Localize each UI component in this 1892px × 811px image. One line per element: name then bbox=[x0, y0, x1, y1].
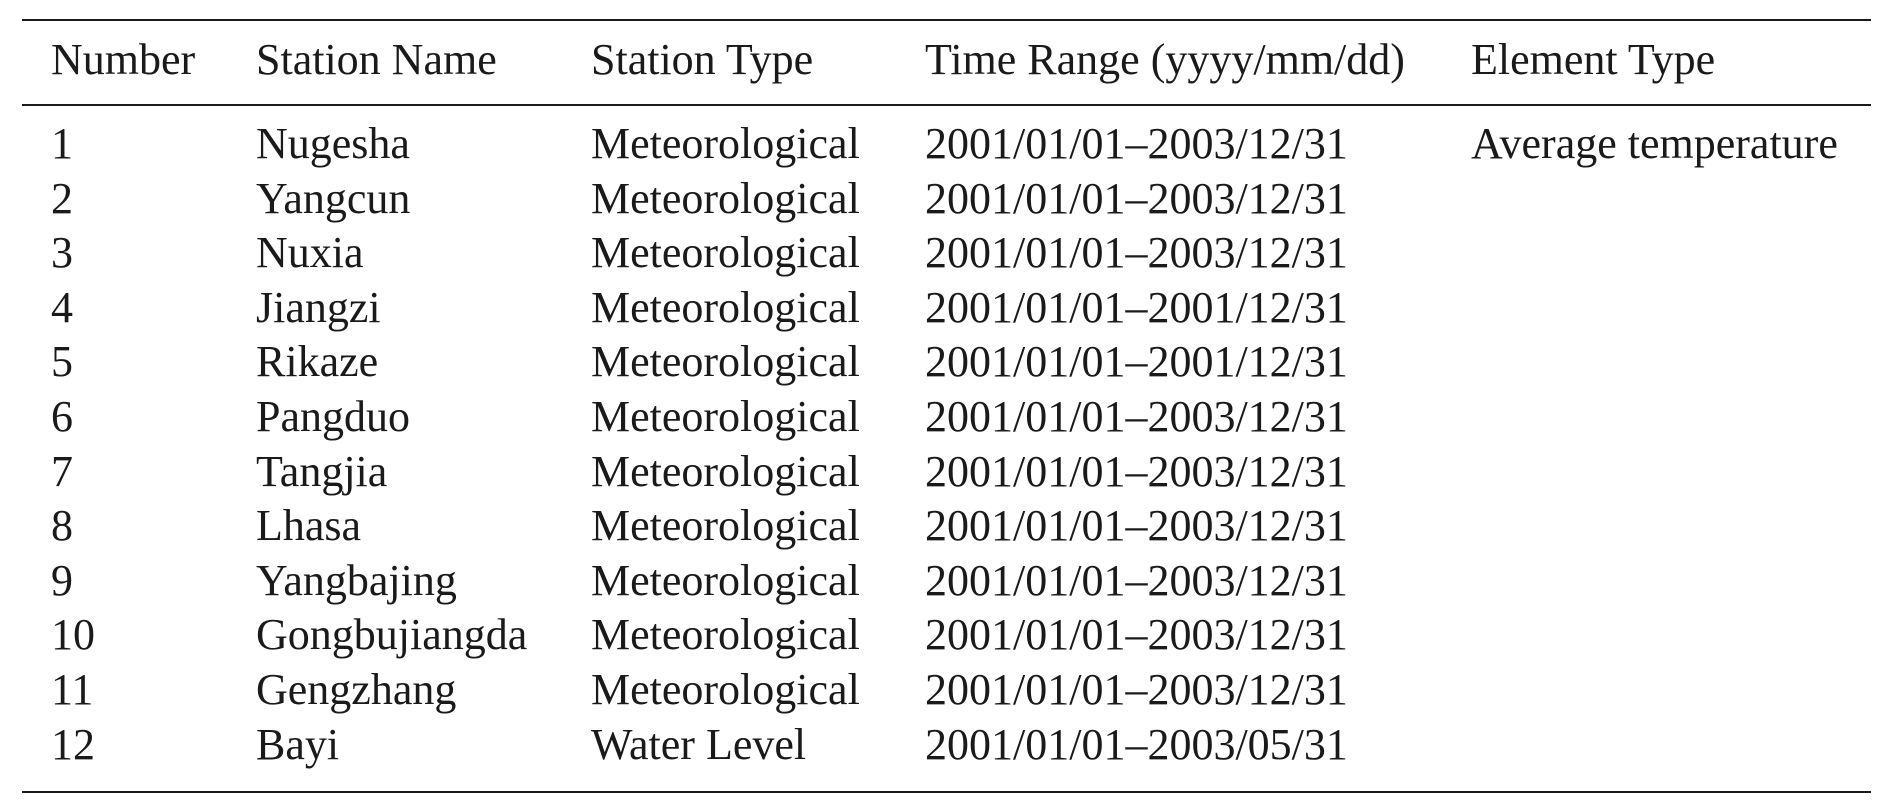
station-name-cell: Gongbujiangda bbox=[256, 610, 528, 660]
station-type-cell: Water Level bbox=[591, 719, 807, 769]
header-element-type: Element Type bbox=[1471, 35, 1716, 84]
number-cell: 9 bbox=[51, 555, 73, 605]
number-cell: 1 bbox=[51, 119, 73, 168]
station-name-cell: Jiangzi bbox=[256, 282, 381, 332]
time-range-cell: 2001/01/01–2003/12/31 bbox=[925, 610, 1348, 660]
number-cell: 11 bbox=[51, 665, 94, 714]
station-type-cell: Meteorological bbox=[591, 282, 860, 332]
station-name-cell: Gengzhang bbox=[256, 665, 457, 714]
time-range-cell: 2001/01/01–2003/12/31 bbox=[925, 446, 1348, 496]
station-name-cell: Nugesha bbox=[256, 119, 410, 168]
station-type-cell: Meteorological bbox=[591, 119, 860, 168]
station-name-cell: Yangbajing bbox=[256, 555, 457, 605]
station-name-cell: Bayi bbox=[256, 719, 340, 769]
header-time-range: Time Range (yyyy/mm/dd) bbox=[925, 35, 1405, 84]
number-cell: 4 bbox=[51, 282, 73, 332]
station-type-cell: Meteorological bbox=[591, 501, 860, 551]
number-cell: 3 bbox=[51, 228, 73, 278]
header-rule bbox=[22, 104, 1871, 106]
station-type-cell: Meteorological bbox=[591, 337, 860, 387]
station-name-cell: Yangcun bbox=[256, 173, 411, 223]
header-station-type: Station Type bbox=[591, 35, 814, 84]
time-range-cell: 2001/01/01–2003/12/31 bbox=[925, 228, 1348, 278]
time-range-cell: 2001/01/01–2003/12/31 bbox=[925, 119, 1348, 168]
time-range-cell: 2001/01/01–2001/12/31 bbox=[925, 282, 1348, 332]
time-range-cell: 2001/01/01–2003/12/31 bbox=[925, 501, 1348, 551]
station-name-cell: Nuxia bbox=[256, 228, 364, 278]
number-cell: 8 bbox=[51, 501, 73, 551]
station-type-cell: Meteorological bbox=[591, 665, 860, 714]
number-cell: 5 bbox=[51, 337, 73, 387]
number-cell: 12 bbox=[51, 719, 95, 769]
bottom-rule bbox=[22, 791, 1871, 793]
header-number: Number bbox=[51, 35, 196, 84]
station-type-cell: Meteorological bbox=[591, 610, 860, 660]
time-range-cell: 2001/01/01–2003/05/31 bbox=[925, 719, 1348, 769]
station-name-cell: Pangduo bbox=[256, 392, 410, 441]
header-station-name: Station Name bbox=[256, 35, 497, 84]
number-cell: 10 bbox=[51, 610, 95, 660]
time-range-cell: 2001/01/01–2003/12/31 bbox=[925, 555, 1348, 605]
station-type-cell: Meteorological bbox=[591, 392, 860, 441]
number-cell: 2 bbox=[51, 173, 73, 223]
station-name-cell: Tangjia bbox=[256, 446, 388, 496]
time-range-cell: 2001/01/01–2001/12/31 bbox=[925, 337, 1348, 387]
time-range-cell: 2001/01/01–2003/12/31 bbox=[925, 392, 1348, 441]
time-range-cell: 2001/01/01–2003/12/31 bbox=[925, 665, 1348, 714]
number-cell: 7 bbox=[51, 446, 73, 496]
station-type-cell: Meteorological bbox=[591, 555, 860, 605]
station-name-cell: Rikaze bbox=[256, 337, 379, 387]
number-cell: 6 bbox=[51, 392, 73, 441]
top-rule bbox=[22, 19, 1871, 21]
station-type-cell: Meteorological bbox=[591, 228, 860, 278]
station-name-cell: Lhasa bbox=[256, 501, 362, 551]
element-type-cell: Average temperature bbox=[1471, 119, 1838, 168]
station-type-cell: Meteorological bbox=[591, 173, 860, 223]
time-range-cell: 2001/01/01–2003/12/31 bbox=[925, 173, 1348, 223]
station-type-cell: Meteorological bbox=[591, 446, 860, 496]
